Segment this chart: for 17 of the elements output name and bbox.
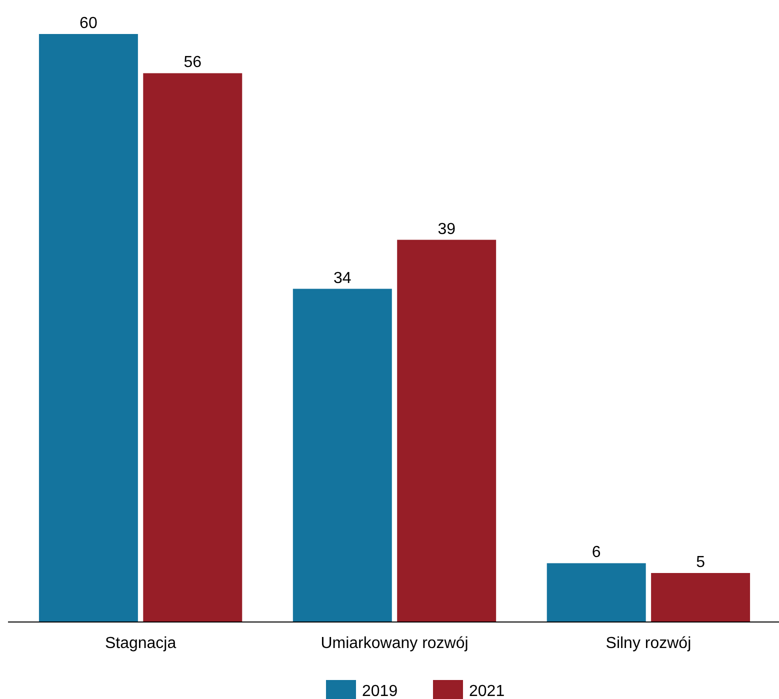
data-label: 60: [80, 15, 98, 32]
bar: [546, 563, 646, 622]
bar: [397, 240, 496, 622]
legend-label: 2021: [469, 683, 505, 699]
x-tick-label: Stagnacja: [104, 635, 176, 652]
bar: [651, 573, 750, 622]
data-label: 34: [334, 270, 352, 287]
bar: [292, 288, 392, 622]
data-label: 56: [184, 54, 202, 72]
bar: [38, 34, 138, 622]
bar: [143, 73, 242, 622]
data-label: 39: [438, 220, 456, 238]
data-label: 5: [696, 554, 706, 571]
legend-label: 2019: [362, 683, 398, 699]
x-tick-label: Umiarkowany rozwój: [320, 635, 468, 652]
data-label: 6: [592, 544, 601, 562]
x-tick-label: Silny rozwój: [606, 635, 692, 652]
